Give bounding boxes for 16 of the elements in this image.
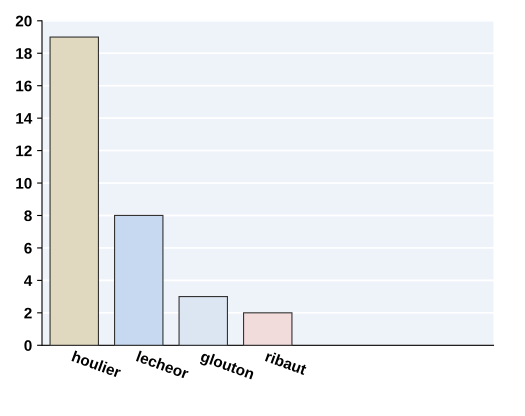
bar <box>50 36 99 346</box>
y-tick-label: 20 <box>16 16 32 26</box>
y-tick-label: 12 <box>16 145 32 156</box>
y-tick-label: 16 <box>16 80 32 92</box>
y-tick-label: 14 <box>16 113 32 124</box>
y-tick-label: 18 <box>16 48 32 59</box>
y-tick-label: 8 <box>24 210 32 222</box>
bar <box>178 296 228 346</box>
y-tick-label: 10 <box>16 178 32 189</box>
bar <box>243 312 292 346</box>
y-tick-label: 4 <box>24 275 32 286</box>
y-tick-label: 2 <box>24 308 32 318</box>
x-tick-label: ribaut <box>264 350 308 376</box>
bar <box>114 214 164 346</box>
y-tick-label: 0 <box>24 340 32 351</box>
y-tick-label: 6 <box>24 242 32 254</box>
